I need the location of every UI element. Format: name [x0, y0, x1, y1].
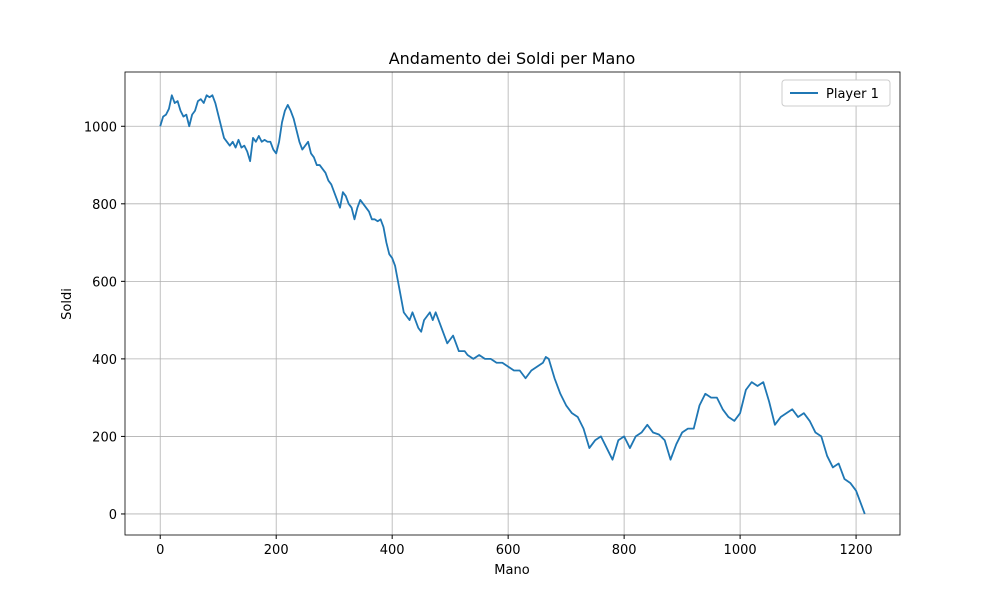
x-tick-label: 0	[156, 543, 164, 558]
x-tick-label: 800	[612, 543, 637, 558]
x-axis-label: Mano	[494, 563, 529, 578]
x-tick-label: 400	[380, 543, 405, 558]
legend-box	[781, 79, 891, 107]
legend: Player 1	[781, 79, 891, 107]
x-tick-label: 600	[496, 543, 521, 558]
x-tick-label: 200	[264, 543, 289, 558]
y-tick-label: 600	[92, 275, 117, 290]
y-tick-label: 400	[92, 353, 117, 368]
data-line	[159, 94, 866, 515]
x-tick-label: 1200	[840, 543, 873, 558]
y-tick-label: 200	[92, 430, 117, 445]
legend-label: Player 1	[826, 87, 879, 102]
y-axis-label: Soldi	[60, 288, 75, 320]
y-tick-label: 1000	[84, 120, 117, 135]
y-tick-label: 0	[109, 508, 117, 523]
chart-title: Andamento dei Soldi per Mano	[389, 49, 636, 68]
y-tick-label: 800	[92, 198, 117, 213]
x-tick-label: 1000	[724, 543, 757, 558]
plot-frame	[124, 71, 901, 536]
